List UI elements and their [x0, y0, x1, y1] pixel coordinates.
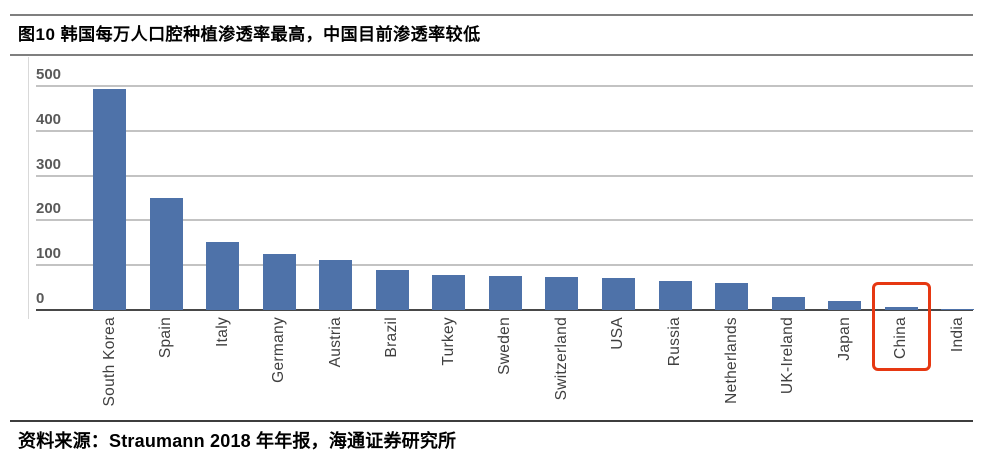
bar-germany [262, 254, 296, 310]
x-label-switzerland: Switzerland [552, 317, 570, 401]
bar-russia [658, 281, 692, 310]
x-label-italy: Italy [213, 317, 231, 347]
gridline-400 [36, 129, 973, 132]
bar-brazil [375, 270, 409, 310]
bar-sweden [488, 275, 522, 310]
bar-india [941, 309, 975, 310]
x-label-sweden: Sweden [496, 317, 514, 375]
bar-italy [206, 241, 240, 310]
x-axis-line [36, 309, 973, 311]
bar-netherlands [715, 283, 749, 310]
figure-title: 图10 韩国每万人口腔种植渗透率最高，中国目前渗透率较低 [18, 25, 481, 44]
y-tick-label-0: 0 [36, 290, 45, 307]
y-tick-label-300: 300 [36, 155, 62, 173]
x-label-germany: Germany [270, 317, 288, 383]
x-label-spain: Spain [157, 317, 175, 359]
x-label-austria: Austria [326, 317, 344, 368]
source-note: 资料来源：Straumann 2018 年年报，海通证券研究所 [18, 431, 457, 451]
y-tick-label-400: 400 [36, 110, 62, 128]
bar-spain [149, 198, 183, 310]
y-tick-label-200: 200 [36, 200, 62, 218]
x-label-uk-ireland: UK-Ireland [779, 317, 797, 395]
x-label-japan: Japan [835, 317, 853, 361]
bar-turkey [432, 275, 466, 310]
bar-austria [319, 259, 353, 310]
highlight-box-china [871, 282, 931, 371]
x-label-russia: Russia [666, 317, 683, 367]
bar-usa [601, 278, 635, 310]
x-label-india: India [948, 317, 966, 353]
y-tick-label-500: 500 [36, 66, 62, 83]
bar-uk-ireland [771, 297, 805, 310]
bar-china [884, 306, 918, 310]
x-label-netherlands: Netherlands [722, 317, 740, 404]
gridline-500 [36, 85, 973, 87]
x-label-brazil: Brazil [383, 317, 401, 358]
x-label-turkey: Turkey [439, 317, 457, 366]
gridline-300 [36, 174, 973, 177]
gridline-200 [36, 219, 973, 222]
bar-japan [828, 300, 862, 310]
x-label-south-korea: South Korea [100, 317, 118, 407]
y-tick-label-100: 100 [36, 245, 62, 263]
title-divider-bottom [10, 54, 973, 56]
footer-divider [10, 420, 973, 422]
bar-switzerland [545, 277, 579, 310]
x-label-usa: USA [609, 317, 627, 350]
bar-south-korea [93, 89, 126, 310]
title-divider-top [10, 14, 973, 16]
plot-left-border [28, 57, 29, 319]
gridline-100 [36, 264, 973, 267]
